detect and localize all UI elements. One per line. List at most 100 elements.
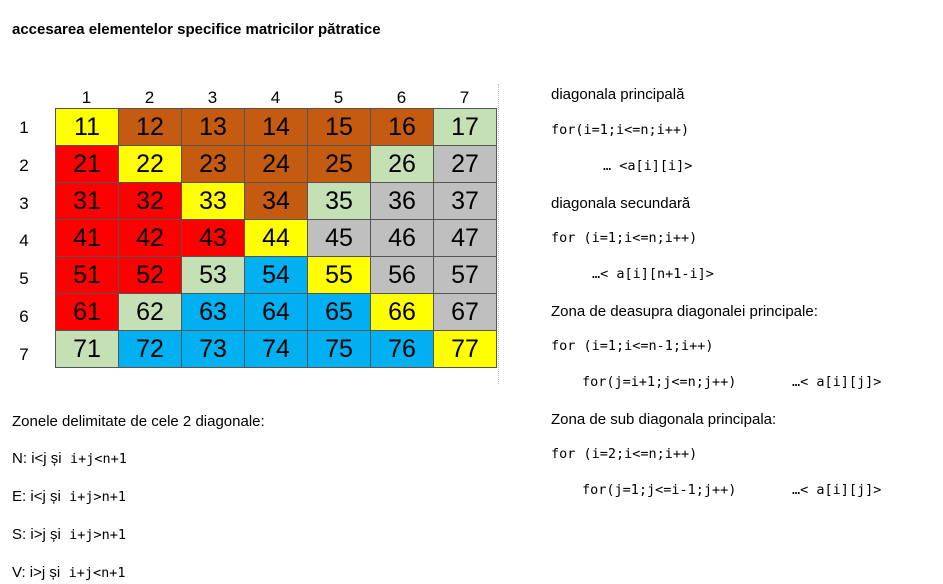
matrix-row: 11 12 13 14 15 16 17: [55, 108, 497, 146]
matrix-cell: 57: [433, 256, 497, 294]
matrix-cell: 52: [118, 256, 182, 294]
matrix-row: 31 32 33 34 35 36 37: [55, 182, 497, 220]
above-zone-for-j: for(j=i+1;j<=n;j++): [582, 374, 737, 390]
matrix-cell: 61: [55, 293, 119, 331]
zone-expression: i+j<n+1: [69, 451, 127, 467]
zone-expression: i+j>n+1: [69, 489, 127, 505]
matrix-cell: 41: [55, 219, 119, 257]
matrix-cell: 15: [307, 108, 371, 146]
matrix-cell: 13: [181, 108, 245, 146]
matrix-cell: 42: [118, 219, 182, 257]
matrix-row: 41 42 43 44 45 46 47: [55, 219, 497, 257]
column-header: 7: [459, 88, 470, 107]
main-diagonal-for: for(i=1;i<=n;i++): [551, 122, 690, 138]
zone-separator: :: [21, 564, 30, 581]
zone-line: V: i>j și i+j<n+1: [12, 564, 125, 581]
row-header: 5: [19, 269, 29, 289]
secondary-diagonal-for: for (i=1;i<=n;i++): [551, 230, 698, 246]
zone-condition: i<j și: [31, 450, 62, 467]
matrix-cell: 55: [307, 256, 371, 294]
matrix-cell: 74: [244, 330, 308, 368]
column-header: 1: [81, 88, 92, 107]
matrix-cell: 14: [244, 108, 308, 146]
above-zone-title: Zona de deasupra diagonalei principale:: [551, 303, 818, 320]
matrix-cell: 67: [433, 293, 497, 331]
zone-expression: i+j>n+1: [69, 527, 127, 543]
matrix-cell: 72: [118, 330, 182, 368]
matrix-cell: 62: [118, 293, 182, 331]
page-title: accesarea elementelor specifice matricil…: [12, 21, 381, 38]
above-zone-access: …< a[i][j]>: [792, 374, 882, 390]
matrix-row: 51 52 53 54 55 56 57: [55, 256, 497, 294]
column-header: 3: [207, 88, 218, 107]
matrix-cell: 17: [433, 108, 497, 146]
zone-expression: i+j<n+1: [68, 565, 126, 581]
matrix-cell: 64: [244, 293, 308, 331]
row-header: 6: [19, 307, 29, 326]
zone-line: N: i<j și i+j<n+1: [12, 450, 127, 467]
zone-separator: :: [22, 450, 32, 467]
matrix-cell: 47: [433, 219, 497, 257]
matrix-cell: 35: [307, 182, 371, 220]
matrix-cell: 32: [118, 182, 182, 220]
divider: [498, 84, 499, 384]
above-zone-for-i: for (i=1;i<=n-1;i++): [551, 338, 714, 354]
matrix-cell: 51: [55, 256, 119, 294]
matrix-cell: 77: [433, 330, 497, 368]
below-zone-for-i: for (i=2;i<=n;i++): [551, 446, 698, 462]
zone-condition: i>j și: [29, 564, 61, 581]
matrix-cell: 43: [181, 219, 245, 257]
matrix-cell: 76: [370, 330, 434, 368]
matrix-cell: 56: [370, 256, 434, 294]
zone-line: E: i<j și i+j>n+1: [12, 488, 126, 505]
matrix-cell: 26: [370, 145, 434, 183]
zone-separator: :: [22, 488, 31, 505]
column-header: 5: [333, 88, 344, 107]
matrix-cell: 37: [433, 182, 497, 220]
below-zone-access: …< a[i][j]>: [792, 482, 882, 498]
matrix-row: 21 22 23 24 25 26 27: [55, 145, 497, 183]
matrix-cell: 71: [55, 330, 119, 368]
column-header: 4: [270, 88, 281, 107]
matrix-cell: 21: [55, 145, 119, 183]
zone-separator: :: [22, 526, 31, 543]
matrix-cell: 11: [55, 108, 119, 146]
matrix-cell: 16: [370, 108, 434, 146]
below-zone-for-j: for(j=1;j<=i-1;j++): [582, 482, 737, 498]
matrix-row: 71 72 73 74 75 76 77: [55, 330, 497, 368]
matrix-cell: 63: [181, 293, 245, 331]
below-zone-title: Zona de sub diagonala principala:: [551, 411, 777, 428]
row-header: 2: [19, 155, 29, 175]
main-diagonal-access: … <a[i][i]>: [603, 158, 693, 174]
zones-heading: Zonele delimitate de cele 2 diagonale:: [12, 413, 265, 430]
main-diagonal-title: diagonala principală: [551, 86, 685, 103]
zone-letter: V: [12, 564, 22, 581]
matrix-cell: 27: [433, 145, 497, 183]
matrix-row: 61 62 63 64 65 66 67: [55, 293, 497, 331]
zone-condition: i<j și: [30, 488, 61, 505]
matrix-cell: 73: [181, 330, 245, 368]
matrix-cell: 25: [307, 145, 371, 183]
row-header: 3: [19, 193, 29, 213]
matrix-cell: 23: [181, 145, 245, 183]
matrix-cell: 53: [181, 256, 245, 294]
matrix-cell: 46: [370, 219, 434, 257]
row-header: 1: [19, 118, 29, 137]
zone-letter: N: [12, 450, 23, 467]
matrix-cell: 44: [244, 219, 308, 257]
matrix-cell: 66: [370, 293, 434, 331]
matrix-cell: 22: [118, 145, 182, 183]
row-header: 4: [19, 231, 29, 251]
matrix-cell: 45: [307, 219, 371, 257]
column-header: 6: [396, 88, 407, 107]
zone-letter: E: [12, 488, 23, 505]
matrix-cell: 34: [244, 182, 308, 220]
matrix-cell: 75: [307, 330, 371, 368]
matrix-cell: 24: [244, 145, 308, 183]
matrix-cell: 65: [307, 293, 371, 331]
column-header: 2: [144, 88, 155, 107]
zone-condition: i>j și: [30, 526, 61, 543]
matrix-cell: 54: [244, 256, 308, 294]
matrix-table: 11 12 13 14 15 16 17 21 22 23 24 25 26 27 31 32 33 34 35 36…: [55, 108, 497, 368]
matrix-cell: 31: [55, 182, 119, 220]
